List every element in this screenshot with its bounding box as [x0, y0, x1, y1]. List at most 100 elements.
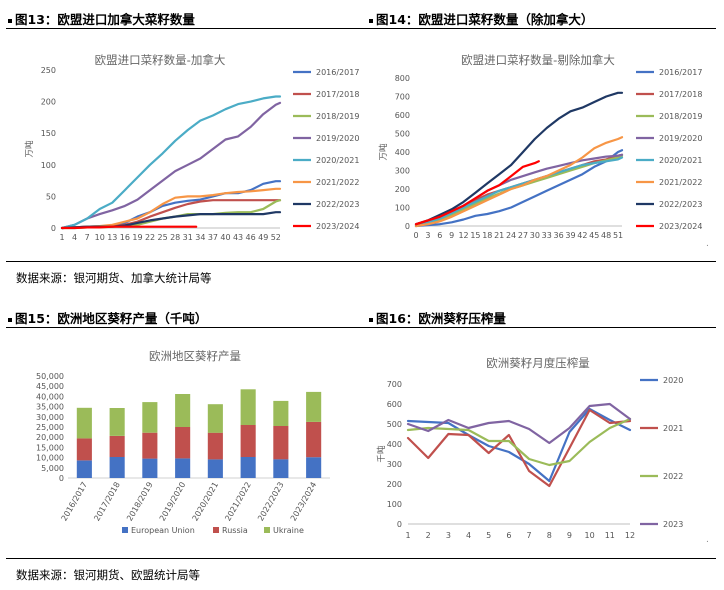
series-line-2020	[406, 407, 632, 483]
x-tick-label: 31	[183, 233, 193, 242]
bar-Ukraine	[240, 389, 256, 425]
bar-Russia	[109, 436, 125, 457]
bar-European Union	[142, 458, 158, 478]
bar-European Union	[175, 458, 191, 478]
paragraph-mark-icon: .	[706, 535, 709, 545]
divider-line	[6, 327, 716, 328]
legend-swatch	[264, 527, 270, 533]
series-line-2021	[406, 408, 632, 488]
bar-Russia	[76, 438, 92, 461]
x-tick-label: 11	[605, 531, 615, 540]
legend-entry: 2016/2017	[659, 68, 702, 77]
x-tick-label: 40	[220, 233, 230, 242]
x-tick-label: 28	[170, 233, 180, 242]
x-tick-label: 19	[132, 233, 142, 242]
x-tick-label: 24	[506, 231, 516, 240]
x-tick-label: 7	[85, 233, 90, 242]
divider-line	[6, 261, 716, 262]
legend-entry: 2016/2017	[316, 68, 359, 77]
y-tick-label: 15,000	[36, 443, 64, 452]
bar-European Union	[240, 457, 256, 478]
x-tick-label: 2023/2024	[289, 481, 319, 523]
fig14-title: 图14：欧盟进口菜籽数量（除加拿大）	[369, 9, 593, 28]
x-tick-label: 9	[449, 231, 454, 240]
y-tick-label: 0	[405, 222, 410, 231]
y-tick-label: 150	[41, 129, 56, 138]
x-tick-label: 2016/2017	[60, 481, 90, 523]
x-tick-label: 9	[567, 531, 572, 540]
divider-line	[6, 558, 716, 559]
bar-Ukraine	[109, 408, 125, 436]
bar-European Union	[76, 460, 92, 478]
y-tick-label: 50	[46, 192, 56, 201]
series-line-2022	[406, 417, 632, 467]
bar-Russia	[175, 427, 191, 459]
legend-entry: 2022/2023	[659, 200, 702, 209]
chart-title: 欧盟进口菜籽数量-剔除加拿大	[461, 53, 615, 67]
fig15-title-text: 图15：欧洲地区葵籽产量（千吨）	[15, 311, 208, 326]
y-tick-label: 40,000	[36, 392, 64, 401]
x-tick-label: 51	[613, 231, 623, 240]
x-tick-label: 1	[59, 233, 64, 242]
y-tick-label: 500	[395, 130, 410, 139]
fig13-title-text: 图13：欧盟进口加拿大菜籽数量	[15, 12, 195, 27]
y-tick-label: 400	[387, 440, 402, 449]
y-tick-label: 400	[395, 148, 410, 157]
legend-entry: Ukraine	[273, 526, 304, 535]
bar-European Union	[207, 459, 223, 478]
legend-swatch	[213, 527, 219, 533]
x-tick-label: 49	[258, 233, 268, 242]
chart-title: 欧盟进口菜籽数量-加拿大	[95, 53, 226, 67]
y-tick-label: 250	[41, 66, 56, 75]
x-tick-label: 5	[486, 531, 491, 540]
y-tick-label: 200	[41, 98, 56, 107]
y-tick-label: 100	[395, 204, 410, 213]
fig15-title: 图15：欧洲地区葵籽产量（千吨）	[8, 308, 207, 327]
y-tick-label: 0	[397, 520, 402, 529]
x-tick-label: 33	[542, 231, 552, 240]
y-tick-label: 10,000	[36, 454, 64, 463]
series-line-2021/2022	[414, 136, 624, 228]
x-tick-label: 12	[625, 531, 635, 540]
legend-entry: 2017/2018	[659, 90, 702, 99]
series-line-2019/2020	[60, 101, 282, 230]
y-axis-label: 万吨	[378, 143, 389, 161]
bar-European Union	[273, 459, 289, 478]
legend-entry: 2023/2024	[316, 222, 359, 231]
y-tick-label: 200	[387, 480, 402, 489]
x-tick-label: 10	[95, 233, 105, 242]
y-tick-label: 600	[387, 400, 402, 409]
legend-entry: 2019/2020	[316, 134, 359, 143]
legend-entry: Russia	[222, 526, 248, 535]
legend-swatch	[122, 527, 128, 533]
bar-Russia	[306, 421, 322, 458]
bar-Russia	[240, 425, 256, 457]
x-tick-label: 42	[577, 231, 587, 240]
x-tick-label: 2019/2020	[158, 481, 188, 523]
fig16-title-text: 图16：欧洲葵籽压榨量	[376, 311, 506, 326]
legend-entry: 2023	[663, 520, 683, 529]
y-tick-label: 300	[395, 167, 410, 176]
series-line-2023/2024	[414, 160, 540, 226]
x-tick-label: 48	[601, 231, 611, 240]
y-tick-label: 0	[59, 474, 64, 483]
x-tick-label: 15	[470, 231, 480, 240]
source-note-top: 数据来源：银河期货、加拿大统计局等	[16, 271, 212, 285]
x-tick-label: 2	[426, 531, 431, 540]
divider-line	[6, 28, 716, 29]
x-tick-label: 21	[494, 231, 504, 240]
y-tick-label: 30,000	[36, 413, 64, 422]
x-tick-label: 2020/2021	[191, 481, 221, 523]
x-tick-label: 10	[585, 531, 595, 540]
x-tick-label: 43	[233, 233, 243, 242]
series-line-2020/2021	[60, 95, 282, 230]
series-line-2020/2021	[414, 156, 624, 228]
x-tick-label: 2018/2019	[125, 481, 155, 523]
legend-entry: European Union	[131, 526, 195, 535]
y-axis-label: 万吨	[24, 140, 35, 158]
legend-entry: 2020/2021	[316, 156, 359, 165]
x-tick-label: 27	[518, 231, 528, 240]
y-tick-label: 700	[387, 380, 402, 389]
bar-European Union	[109, 457, 125, 478]
